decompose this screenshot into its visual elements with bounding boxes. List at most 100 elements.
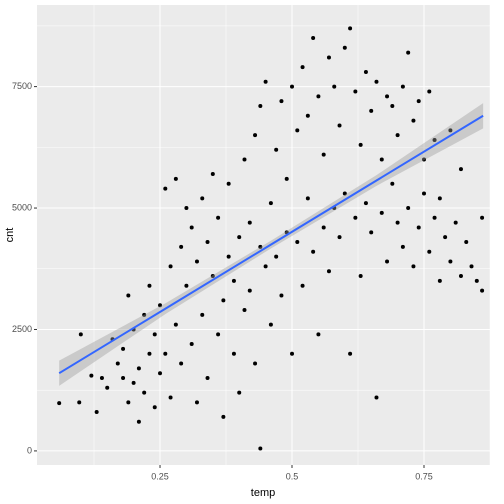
point [89,373,94,378]
point [253,361,258,366]
x-axis-title: temp [251,487,275,499]
point [300,283,305,288]
point [210,172,215,177]
point [305,113,310,118]
point [469,264,474,269]
point [231,278,236,283]
point [184,283,189,288]
point [136,419,141,424]
point [406,206,411,211]
point [437,196,442,201]
point [353,89,358,94]
point [268,201,273,206]
point [453,220,458,225]
point [210,274,215,279]
point [189,225,194,230]
point [237,390,242,395]
point [247,220,252,225]
point [443,235,448,240]
point [168,264,173,269]
y-tick-label: 7500 [12,81,32,91]
point [131,380,136,385]
point [205,240,210,245]
point [290,84,295,89]
point [173,176,178,181]
point [142,312,147,317]
y-axis-title: cnt [4,228,16,243]
point [369,108,374,113]
point [115,361,120,366]
point [326,55,331,60]
point [353,215,358,220]
fit-line [58,114,484,375]
point [379,157,384,162]
point [158,371,163,376]
point [126,293,131,298]
point [173,322,178,327]
point [194,259,199,264]
point [390,181,395,186]
point [422,157,427,162]
point [385,94,390,99]
point [358,142,363,147]
point [480,288,485,293]
point [163,351,168,356]
point [316,332,321,337]
point [274,147,279,152]
point [363,201,368,206]
point [121,346,126,351]
point [179,244,184,249]
point [379,210,384,215]
point [464,240,469,245]
point [374,395,379,400]
point [480,215,485,220]
point [253,133,258,138]
point [274,254,279,259]
point [263,264,268,269]
point [121,376,126,381]
x-tick-label: 0.5 [286,471,299,481]
point [168,395,173,400]
point [258,446,263,451]
point [300,65,305,70]
point [369,230,374,235]
y-tick-label: 0 [27,445,32,455]
point [337,235,342,240]
point [363,70,368,75]
x-tick-label: 0.25 [151,471,169,481]
point [411,264,416,269]
point [416,225,421,230]
point [305,196,310,201]
point [458,167,463,172]
point [316,94,321,99]
point [395,220,400,225]
point [221,298,226,303]
point [337,123,342,128]
point [57,401,62,406]
point [242,308,247,313]
y-tick-label: 2500 [12,324,32,334]
point [400,84,405,89]
point [226,181,231,186]
point [385,259,390,264]
x-tick-label: 0.75 [415,471,433,481]
point [200,312,205,317]
point [395,133,400,138]
point [321,152,326,157]
point [326,269,331,274]
point [237,235,242,240]
point [427,89,432,94]
point [311,249,316,254]
point [147,283,152,288]
point [216,332,221,337]
point [411,118,416,123]
point [295,128,300,133]
point [427,249,432,254]
point [406,50,411,55]
point [126,400,131,405]
point [142,390,147,395]
point [432,215,437,220]
point [194,400,199,405]
point [448,259,453,264]
